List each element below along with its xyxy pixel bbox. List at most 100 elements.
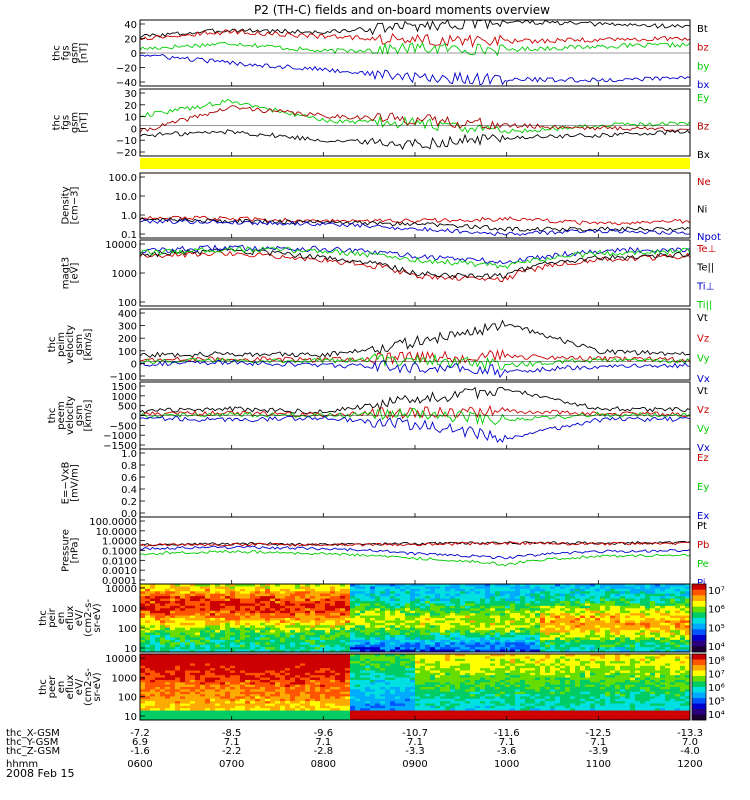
spectrogram-cell [540,605,546,609]
spectrogram-cell [375,717,381,721]
spectrogram-cell [620,601,626,604]
spectrogram-cell [265,630,271,633]
spectrogram-cell [235,710,241,714]
spectrogram-cell [460,586,466,590]
spectrogram-cell [145,677,151,681]
spectrogram-cell [265,618,271,621]
spectrogram-cell [440,647,446,650]
spectrogram-cell [335,622,341,626]
spectrogram-cell [550,586,556,590]
spectrogram-cell [180,644,186,648]
spectrogram-cell [290,687,296,690]
spectrogram-cell [655,635,661,638]
spectrogram-cell [355,620,361,624]
spectrogram-cell [395,584,401,587]
spectrogram-cell [285,593,291,597]
spectrogram-cell [430,586,436,590]
spectrogram-cell [500,605,506,609]
spectrogram-cell [330,689,336,693]
spectrogram-cell [205,679,211,683]
spectrogram-cell [180,613,186,616]
spectrogram-cell [300,684,306,688]
spectrogram-cell [335,598,341,602]
spectrogram-cell [195,639,201,643]
spectrogram-cell [355,689,361,693]
colorbar-frame [691,583,707,653]
spectrogram-cell [290,637,296,641]
spectrogram-cell [485,620,491,624]
spectrogram-cell [420,613,426,616]
spectrogram-cell [365,708,371,711]
spectrogram-cell [140,670,146,674]
spectrogram-cell [375,601,381,604]
spectrogram-cell [310,610,316,614]
spectrogram-cell [335,656,341,660]
spectrogram-cell [175,642,181,646]
spectrogram-cell [415,672,421,676]
spectrogram-cell [540,596,546,599]
spectrogram-cell [320,687,326,690]
spectrogram-cell [230,627,236,631]
spectrogram-cell [285,598,291,602]
spectrogram-cell [415,635,421,638]
spectrogram-cell [215,694,221,697]
spectrogram-cell [190,658,196,662]
spectrogram-cell [635,605,641,609]
y-tick-label: 0 [131,49,137,60]
spectrogram-cell [555,610,561,614]
spectrogram-cell [265,675,271,678]
spectrogram-cell [205,710,211,714]
spectrogram-cell [180,715,186,718]
spectrogram-cell [350,649,356,653]
spectrogram-cell [220,630,226,633]
spectrogram-cell [140,675,146,678]
spectrogram-cell [485,637,491,641]
spectrogram-cell [335,627,341,631]
spectrogram-cell [610,588,616,592]
spectrogram-cell [165,610,171,614]
spectrogram-cell [205,647,211,650]
spectrogram-cell [150,649,156,653]
spectrogram-cell [330,625,336,629]
spectrogram-cell [575,632,581,636]
spectrogram-cell [380,698,386,702]
spectrogram-cell [600,588,606,592]
spectrogram-cell [275,703,281,707]
spectrogram-cell [255,696,261,700]
spectrogram-cell [445,588,451,592]
spectrogram-cell [255,668,261,671]
spectrogram-cell [215,679,221,683]
spectrogram-cell [465,596,471,599]
spectrogram-cell [160,615,166,619]
spectrogram-cell [415,658,421,662]
spectrogram-cell [500,613,506,616]
spectrogram-cell [265,658,271,662]
spectrogram-cell [485,635,491,638]
spectrogram-cell [280,705,286,709]
spectrogram-cell [475,637,481,641]
colorbar-segment [692,629,706,636]
spectrogram-cell [420,689,426,693]
spectrogram-cell [290,663,296,667]
spectrogram-cell [195,701,201,704]
spectrogram-cell [610,584,616,587]
spectrogram-cell [375,596,381,599]
spectrogram-cell [145,642,151,646]
spectrogram-cell [245,696,251,700]
spectrogram-cell [365,605,371,609]
spectrogram-cell [155,689,161,693]
spectrogram-cell [250,637,256,641]
spectrogram-cell [630,584,636,587]
spectrogram-cell [285,630,291,633]
spectrogram-cell [145,698,151,702]
spectrogram-cell [260,649,266,653]
spectrogram-cell [325,708,331,711]
spectrogram-cell [455,644,461,648]
spectrogram-cell [665,613,671,616]
spectrogram-cell [500,642,506,646]
spectrogram-cell [250,691,256,695]
spectrogram-cell [300,717,306,721]
spectrogram-cell [520,620,526,624]
y-tick-label: −500 [110,421,137,432]
spectrogram-cell [305,663,311,667]
